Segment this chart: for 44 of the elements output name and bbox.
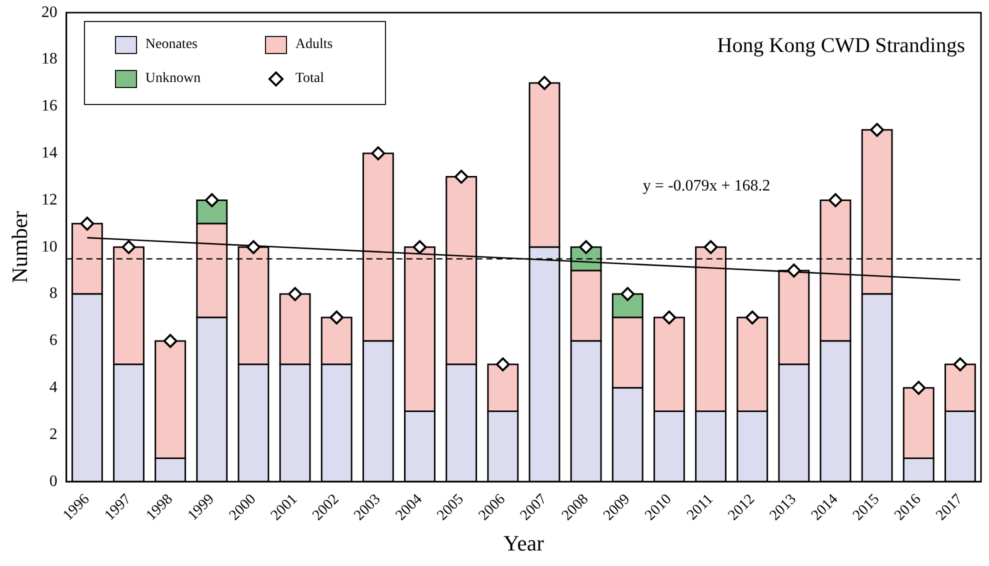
y-tick-label: 20 [41, 4, 58, 21]
point [288, 287, 302, 302]
y-tick-label: 4 [49, 379, 58, 396]
y-axis-title: Number [6, 210, 32, 284]
point [620, 287, 635, 302]
point [80, 216, 94, 231]
point [246, 240, 260, 254]
point [122, 240, 136, 254]
point [330, 310, 344, 324]
y-tick-label: 18 [41, 50, 58, 68]
point [704, 240, 718, 254]
annotation: y = -0.079x + 168.2 [642, 177, 770, 194]
x-tick-label: 2011 [684, 491, 716, 524]
legend-label: Neonates [145, 36, 198, 53]
y-tick-label: 12 [41, 191, 58, 208]
point [454, 170, 468, 184]
y-tick-label: 14 [41, 144, 58, 162]
legend-label: Total [295, 70, 324, 87]
point [912, 380, 926, 395]
point [163, 334, 178, 348]
point [870, 122, 884, 137]
point [953, 357, 968, 372]
x-axis-title: Year [503, 530, 545, 556]
y-tick-label: 0 [49, 472, 58, 490]
point [745, 310, 760, 324]
legend-label: Adults [295, 36, 333, 53]
point [412, 240, 427, 254]
point [537, 76, 552, 90]
y-tick-label: 8 [49, 285, 58, 302]
point [496, 357, 510, 372]
y-tick-label: 16 [41, 98, 58, 115]
point [662, 310, 676, 324]
y-tick-label: 6 [49, 332, 58, 350]
point [828, 193, 842, 208]
y-tick-label: 2 [49, 426, 58, 443]
y-tick-label: 10 [41, 238, 58, 256]
legend-label: Unknown [145, 70, 201, 87]
point [371, 146, 386, 160]
x-tick-label: 1999 [184, 491, 218, 524]
point [204, 193, 219, 208]
point [579, 240, 594, 254]
x-tick-label: 2001 [268, 491, 301, 524]
text: Hong Kong CWD Strandings [717, 32, 965, 58]
point [786, 264, 801, 278]
